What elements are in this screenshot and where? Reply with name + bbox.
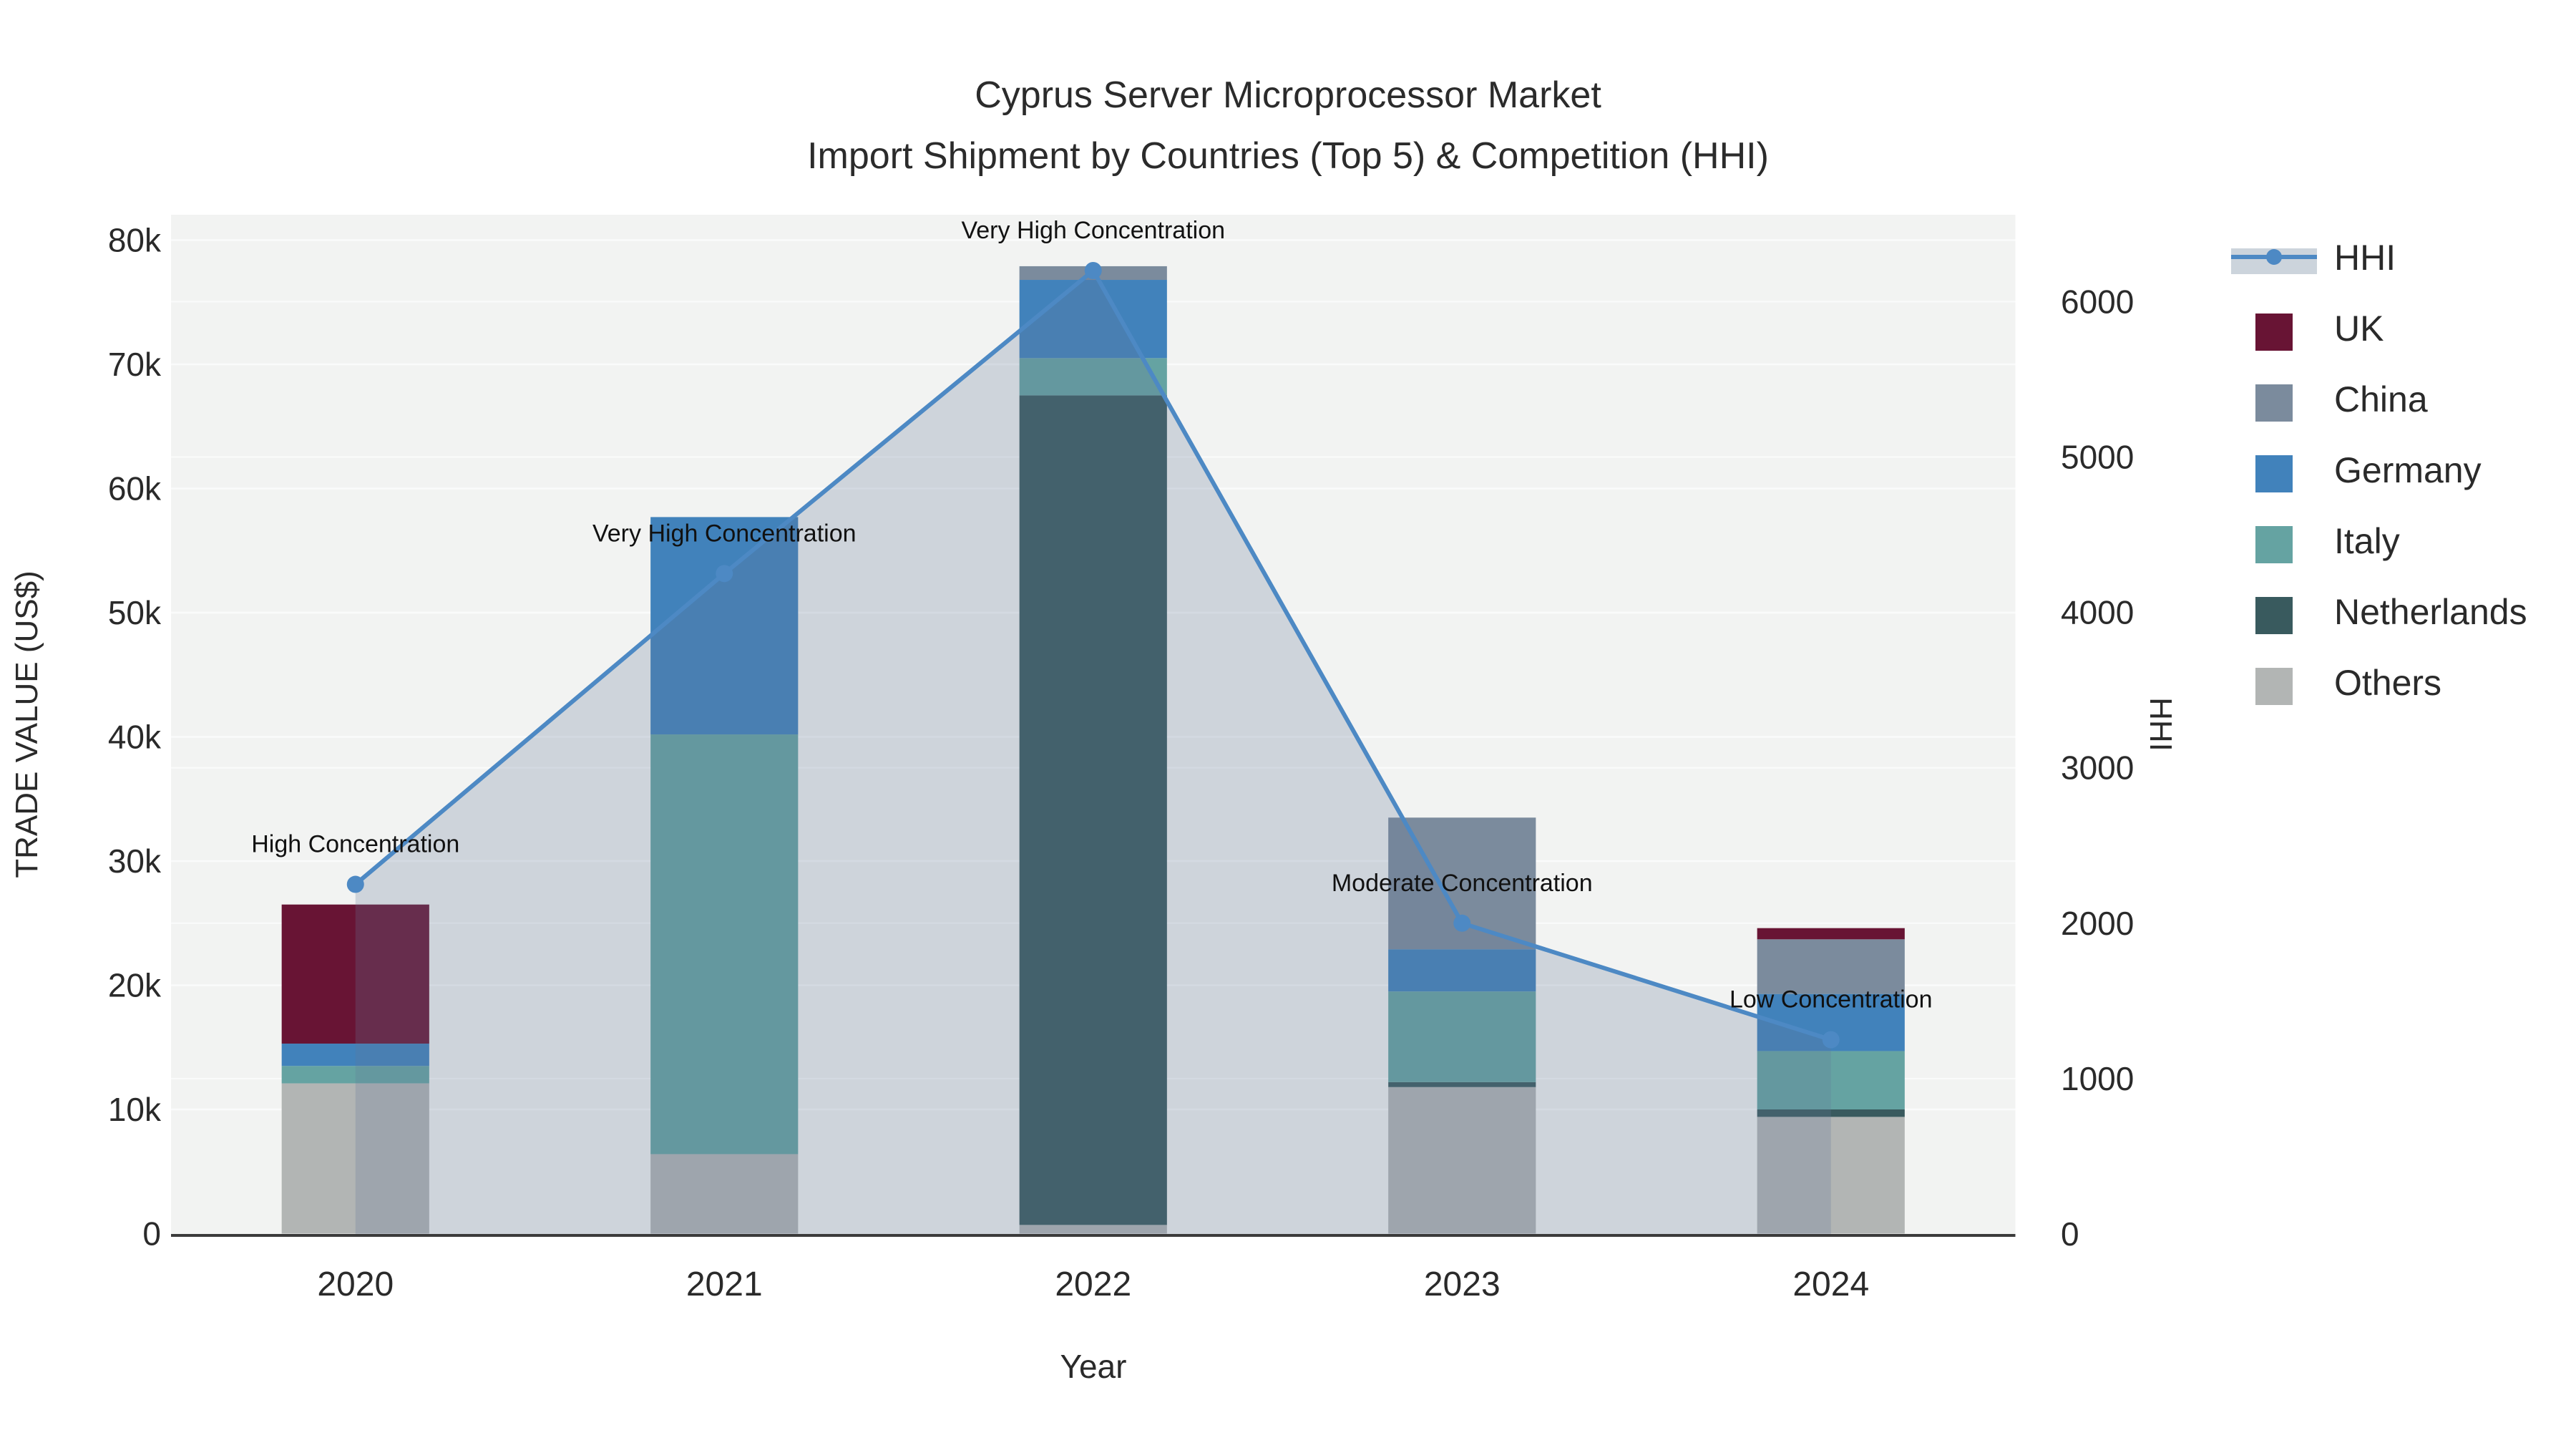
x-tick-2022: 2022 bbox=[1055, 1265, 1131, 1303]
bar-segment-italy-2022[interactable] bbox=[1019, 358, 1167, 396]
annotation-2020: High Concentration bbox=[251, 831, 459, 858]
bar-segment-italy-2020[interactable] bbox=[281, 1066, 429, 1084]
bar-segment-italy-2024[interactable] bbox=[1757, 1051, 1905, 1109]
y-left-tick-50k: 50k bbox=[108, 594, 162, 631]
legend-item-others[interactable]: Others bbox=[2255, 663, 2441, 705]
legend-item-italy[interactable]: Italy bbox=[2255, 521, 2400, 563]
y-right-tick-5000: 5000 bbox=[2061, 439, 2134, 476]
y-right-tick-3000: 3000 bbox=[2061, 749, 2134, 787]
annotation-2023: Moderate Concentration bbox=[1332, 870, 1593, 897]
y-left-tick-40k: 40k bbox=[108, 719, 162, 756]
legend-swatch-china bbox=[2255, 384, 2293, 422]
y-left-tick-30k: 30k bbox=[108, 842, 162, 880]
bar-segment-uk-2024[interactable] bbox=[1757, 928, 1905, 940]
bar-segment-italy-2023[interactable] bbox=[1388, 991, 1536, 1082]
legend: HHI UK China Germany Italy Netherlands Others bbox=[2231, 238, 2527, 705]
bar-segment-germany-2022[interactable] bbox=[1019, 280, 1167, 359]
bar-segment-germany-2021[interactable] bbox=[650, 517, 799, 735]
legend-swatch-germany bbox=[2255, 455, 2293, 492]
x-tick-2024: 2024 bbox=[1792, 1265, 1869, 1303]
bar-segment-others-2022[interactable] bbox=[1019, 1225, 1167, 1234]
legend-swatch-netherlands bbox=[2255, 597, 2293, 634]
annotation-2022: Very High Concentration bbox=[961, 217, 1225, 244]
y-left-tick-20k: 20k bbox=[108, 967, 162, 1004]
bar-segment-others-2024[interactable] bbox=[1757, 1117, 1905, 1234]
x-tick-2020: 2020 bbox=[317, 1265, 394, 1303]
y-left-tick-70k: 70k bbox=[108, 346, 162, 383]
legend-hhi-marker bbox=[2266, 249, 2282, 265]
legend-label: Germany bbox=[2334, 450, 2482, 490]
y-right-tick-2000: 2000 bbox=[2061, 905, 2134, 942]
legend-item-hhi[interactable]: HHI bbox=[2231, 238, 2396, 278]
y-left-tick-60k: 60k bbox=[108, 470, 162, 507]
bar-segment-uk-2020[interactable] bbox=[281, 904, 429, 1044]
x-tick-2023: 2023 bbox=[1424, 1265, 1501, 1303]
chart-title-line2: Import Shipment by Countries (Top 5) & C… bbox=[807, 135, 1769, 177]
bar-segment-netherlands-2022[interactable] bbox=[1019, 395, 1167, 1225]
legend-item-uk[interactable]: UK bbox=[2255, 308, 2384, 351]
hhi-area-fill bbox=[355, 270, 1831, 1235]
x-axis-title: Year bbox=[1060, 1348, 1127, 1385]
legend-swatch-italy bbox=[2255, 526, 2293, 563]
hhi-marker-2022[interactable] bbox=[1084, 261, 1102, 279]
hhi-marker-2021[interactable] bbox=[716, 565, 733, 583]
bar-segment-netherlands-2023[interactable] bbox=[1388, 1082, 1536, 1087]
y-left-tick-10k: 10k bbox=[108, 1091, 162, 1128]
legend-item-netherlands[interactable]: Netherlands bbox=[2255, 592, 2527, 634]
legend-label: UK bbox=[2334, 308, 2384, 349]
legend-label: Netherlands bbox=[2334, 592, 2527, 632]
x-tick-2021: 2021 bbox=[686, 1265, 763, 1303]
annotations-layer: High Concentration Very High Concentratio… bbox=[251, 217, 1932, 1014]
y-axis-right-title: HHI bbox=[2143, 697, 2178, 752]
chart-title-line1: Cyprus Server Microprocessor Market bbox=[975, 74, 1601, 116]
y-right-tick-1000: 1000 bbox=[2061, 1060, 2134, 1097]
legend-label: Italy bbox=[2334, 521, 2400, 561]
y-left-tick-0: 0 bbox=[142, 1215, 161, 1253]
stacked-bars-layer bbox=[281, 266, 1905, 1234]
annotation-2024: Low Concentration bbox=[1729, 986, 1933, 1014]
legend-swatch-others bbox=[2255, 668, 2293, 705]
legend-label: Others bbox=[2334, 663, 2441, 703]
y-right-tick-4000: 4000 bbox=[2061, 594, 2134, 631]
hhi-area-fill-layer bbox=[355, 270, 1831, 1235]
annotation-2021: Very High Concentration bbox=[592, 520, 857, 547]
hhi-marker-2024[interactable] bbox=[1822, 1031, 1840, 1049]
legend-item-china[interactable]: China bbox=[2255, 379, 2428, 422]
hhi-line-layer bbox=[346, 261, 1840, 1049]
bar-segment-others-2020[interactable] bbox=[281, 1083, 429, 1234]
legend-item-germany[interactable]: Germany bbox=[2255, 450, 2482, 492]
legend-label: China bbox=[2334, 379, 2428, 419]
hhi-marker-2023[interactable] bbox=[1453, 914, 1471, 932]
y-left-tick-80k: 80k bbox=[108, 222, 162, 259]
hhi-marker-2020[interactable] bbox=[346, 875, 364, 893]
bar-segment-others-2021[interactable] bbox=[650, 1154, 799, 1234]
legend-label: HHI bbox=[2334, 238, 2396, 278]
bar-segment-germany-2023[interactable] bbox=[1388, 949, 1536, 992]
bar-segment-china-2024[interactable] bbox=[1757, 939, 1905, 994]
y-axis-left-title: TRADE VALUE (US$) bbox=[9, 570, 44, 878]
bar-segment-italy-2021[interactable] bbox=[650, 734, 799, 1155]
bar-segment-others-2023[interactable] bbox=[1388, 1087, 1536, 1234]
bar-segment-germany-2020[interactable] bbox=[281, 1044, 429, 1066]
y-right-tick-0: 0 bbox=[2061, 1215, 2079, 1253]
legend-swatch-uk bbox=[2255, 314, 2293, 351]
bar-segment-netherlands-2024[interactable] bbox=[1757, 1109, 1905, 1117]
y-right-tick-6000: 6000 bbox=[2061, 283, 2134, 320]
axis-ticks-layer: 0 10k 20k 30k 40k 50k 60k 70k 80k 0 1000 2000 3000 40… bbox=[108, 222, 2135, 1304]
